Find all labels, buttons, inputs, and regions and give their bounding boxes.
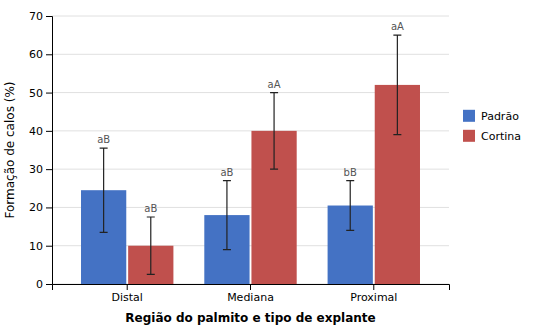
error-bar	[393, 35, 401, 135]
error-bar	[100, 148, 108, 232]
plot: 010203040506070DistalMedianaProximalaBaB…	[29, 10, 450, 304]
tick-label: 30	[29, 163, 43, 176]
annotation: bB	[344, 167, 357, 178]
y-axis-title: Formação de calos (%)	[3, 82, 17, 219]
tick: Mediana	[227, 284, 274, 304]
legend: Padrão Cortina	[463, 110, 521, 143]
tick-mark	[46, 169, 52, 170]
tick-mark	[46, 16, 52, 17]
annotation: aA	[268, 79, 281, 90]
annotation: aB	[220, 167, 233, 178]
annotation: aA	[391, 21, 404, 32]
tick-mark	[46, 131, 52, 132]
chart: 010203040506070DistalMedianaProximalaBaB…	[0, 0, 544, 330]
tick: 30	[29, 163, 52, 176]
tick-label: 60	[29, 48, 43, 61]
legend-label: Cortina	[481, 130, 521, 143]
tick-mark	[46, 284, 52, 285]
grid	[52, 16, 449, 284]
marks	[81, 35, 420, 284]
annotation: aB	[97, 134, 110, 145]
annotations: aB aB bB aB aA aA	[97, 21, 404, 214]
tick-label: 20	[29, 201, 43, 214]
tick: Proximal	[350, 284, 397, 304]
tick-label: 10	[29, 240, 43, 253]
tick: Distal	[112, 284, 143, 304]
tick: 60	[29, 48, 52, 61]
tick-label: Distal	[112, 291, 143, 304]
tick-label: 40	[29, 125, 43, 138]
tick-mark	[46, 207, 52, 208]
grid-line	[52, 54, 449, 55]
legend-item: Cortina	[463, 130, 521, 143]
tick: 10	[29, 240, 52, 253]
tick: 0	[36, 278, 52, 291]
legend-swatch	[463, 110, 475, 122]
tick: 20	[29, 201, 52, 214]
tick-label: Proximal	[350, 291, 397, 304]
x-axis-title: Região do palmito e tipo de explante	[125, 311, 375, 325]
tick-label: 70	[29, 10, 43, 23]
series	[128, 35, 420, 284]
tick-mark	[46, 246, 52, 247]
error-bar	[346, 181, 354, 231]
error-bar	[147, 217, 155, 274]
tick-mark	[127, 284, 128, 290]
axis-line	[53, 285, 450, 291]
tick-label: 50	[29, 87, 43, 100]
tick-mark	[373, 284, 374, 290]
tick-label: 0	[36, 278, 43, 291]
tick-mark	[250, 284, 251, 290]
tick: 50	[29, 87, 52, 100]
tick-label: Mediana	[227, 291, 274, 304]
error-bar	[270, 93, 278, 170]
error-bar	[223, 181, 231, 250]
y-axis: 0 10 20 30 40 50 60 70	[29, 10, 53, 291]
tick: 40	[29, 125, 52, 138]
tick: 70	[29, 10, 52, 23]
tick-mark	[46, 54, 52, 55]
annotation: aB	[144, 203, 157, 214]
legend-swatch	[463, 130, 475, 142]
series	[81, 148, 373, 284]
axis-line	[46, 17, 53, 285]
legend-item: Padrão	[463, 110, 519, 123]
tick-mark	[46, 93, 52, 94]
x-axis: Distal Mediana Proximal	[53, 284, 450, 304]
grid-line	[52, 16, 449, 17]
legend-label: Padrão	[481, 110, 519, 123]
